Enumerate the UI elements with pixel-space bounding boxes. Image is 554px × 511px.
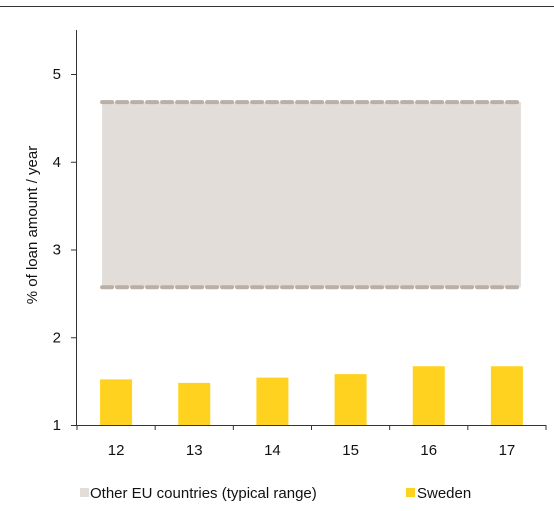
x-tick-label: 13 (186, 442, 203, 459)
bar-sweden-17 (490, 366, 523, 425)
x-tick-label: 14 (264, 442, 281, 459)
y-axis-label: % of loan amount / year (24, 146, 41, 304)
y-ticks-layer: 1 2 3 4 5 (53, 66, 76, 434)
legend-label-sweden: Sweden (417, 485, 471, 502)
y-tick-label: 3 (53, 242, 61, 259)
x-tick-label: 16 (420, 442, 437, 459)
y-tick-label: 4 (53, 154, 61, 171)
bar-sweden-13 (178, 382, 211, 425)
y-tick-label: 5 (53, 66, 61, 83)
bar-sweden-16 (412, 366, 445, 425)
legend-swatch-sweden (406, 488, 415, 497)
bar-sweden-12 (100, 379, 133, 425)
range-band-layer (100, 100, 523, 290)
x-tick-label: 15 (342, 442, 359, 459)
bars-layer (100, 366, 523, 425)
range-band-area (102, 102, 521, 288)
bar-sweden-15 (334, 374, 367, 425)
x-ticks-layer: 12 13 14 15 16 17 (76, 425, 547, 459)
legend-label-other-eu: Other EU countries (typical range) (90, 485, 317, 502)
y-tick-label: 2 (53, 329, 61, 346)
y-tick-label: 1 (53, 417, 61, 434)
bar-sweden-14 (256, 377, 289, 425)
x-tick-label: 12 (108, 442, 125, 459)
legend: Other EU countries (typical range) Swede… (80, 485, 471, 502)
legend-swatch-other-eu (80, 488, 89, 497)
x-tick-label: 17 (499, 442, 516, 459)
